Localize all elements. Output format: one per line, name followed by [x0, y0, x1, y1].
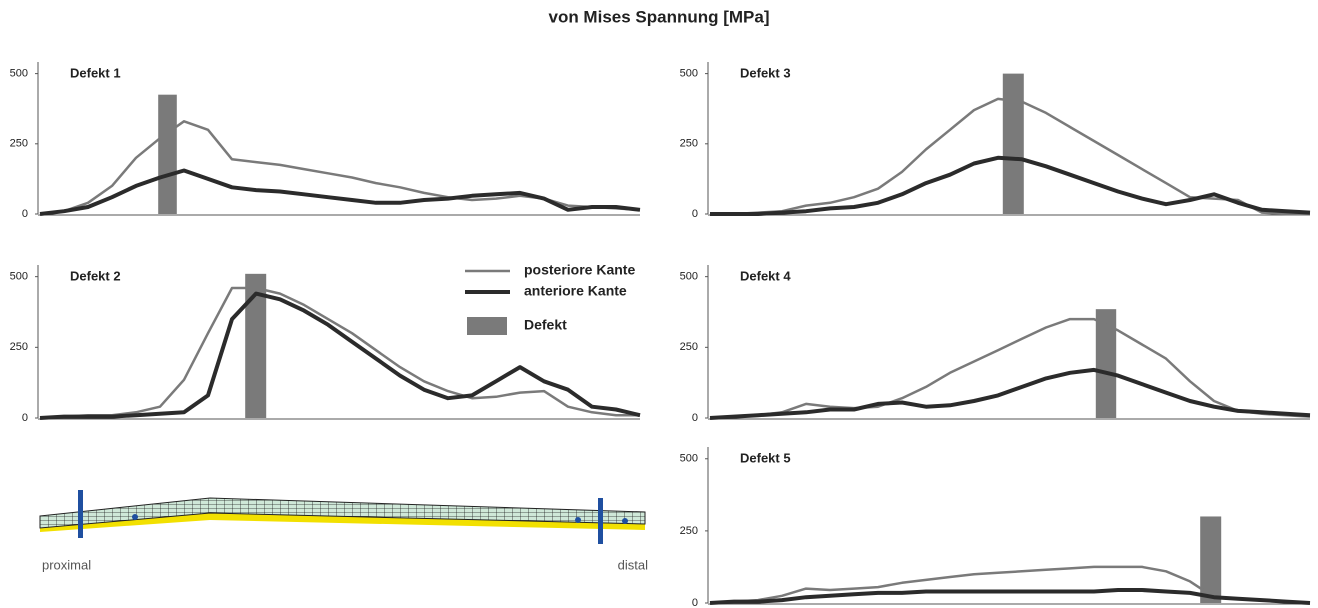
- panel-title: Defekt 3: [740, 65, 791, 80]
- y-tick-label: 500: [10, 68, 28, 80]
- y-tick-label: 250: [10, 138, 28, 150]
- marker: [575, 517, 581, 523]
- series-line: [40, 294, 640, 418]
- panel-title: Defekt 4: [740, 268, 791, 283]
- y-tick-label: 500: [680, 271, 698, 283]
- marker: [132, 514, 138, 520]
- y-tick-label: 0: [692, 412, 698, 424]
- y-tick-label: 250: [680, 341, 698, 353]
- legend: posteriore Kante anteriore Kante Defekt: [465, 262, 635, 335]
- legend-label: posteriore Kante: [524, 262, 635, 278]
- series-line: [710, 370, 1310, 418]
- series-line: [710, 319, 1310, 418]
- panel-title: Defekt 5: [740, 450, 791, 465]
- y-tick-label: 250: [10, 341, 28, 353]
- series-line: [40, 288, 640, 418]
- y-tick-label: 500: [680, 68, 698, 80]
- panel-title: Defekt 2: [70, 268, 121, 283]
- legend-swatch: [467, 317, 507, 335]
- y-tick-label: 250: [680, 525, 698, 537]
- panel: 0 250 500 Defekt 3: [680, 62, 1310, 220]
- marker: [598, 498, 603, 544]
- illustration-label: proximal: [42, 557, 91, 572]
- marker: [622, 518, 628, 524]
- figure-title: von Mises Spannung [MPa]: [548, 7, 769, 26]
- mesh-illustration: proximal distal: [40, 490, 648, 572]
- panel-title: Defekt 1: [70, 65, 121, 80]
- y-tick-label: 500: [10, 271, 28, 283]
- panel: 0 250 500 Defekt 4: [680, 265, 1310, 424]
- y-tick-label: 0: [22, 208, 28, 220]
- panel: 0 250 500 Defekt 1: [10, 62, 640, 220]
- legend-label: anteriore Kante: [524, 283, 627, 299]
- y-tick-label: 0: [692, 208, 698, 220]
- series-line: [40, 171, 640, 215]
- marker: [78, 490, 83, 538]
- y-tick-label: 250: [680, 138, 698, 150]
- y-tick-label: 0: [22, 412, 28, 424]
- figure: von Mises Spannung [MPa] proximal distal…: [0, 0, 1318, 608]
- legend-label: Defekt: [524, 317, 567, 333]
- illustration-label: distal: [618, 557, 648, 572]
- y-tick-label: 500: [680, 453, 698, 465]
- defect-bar: [158, 95, 177, 214]
- y-tick-label: 0: [692, 597, 698, 608]
- panel: 0 250 500 Defekt 5: [680, 447, 1310, 608]
- defect-bar: [1003, 74, 1024, 214]
